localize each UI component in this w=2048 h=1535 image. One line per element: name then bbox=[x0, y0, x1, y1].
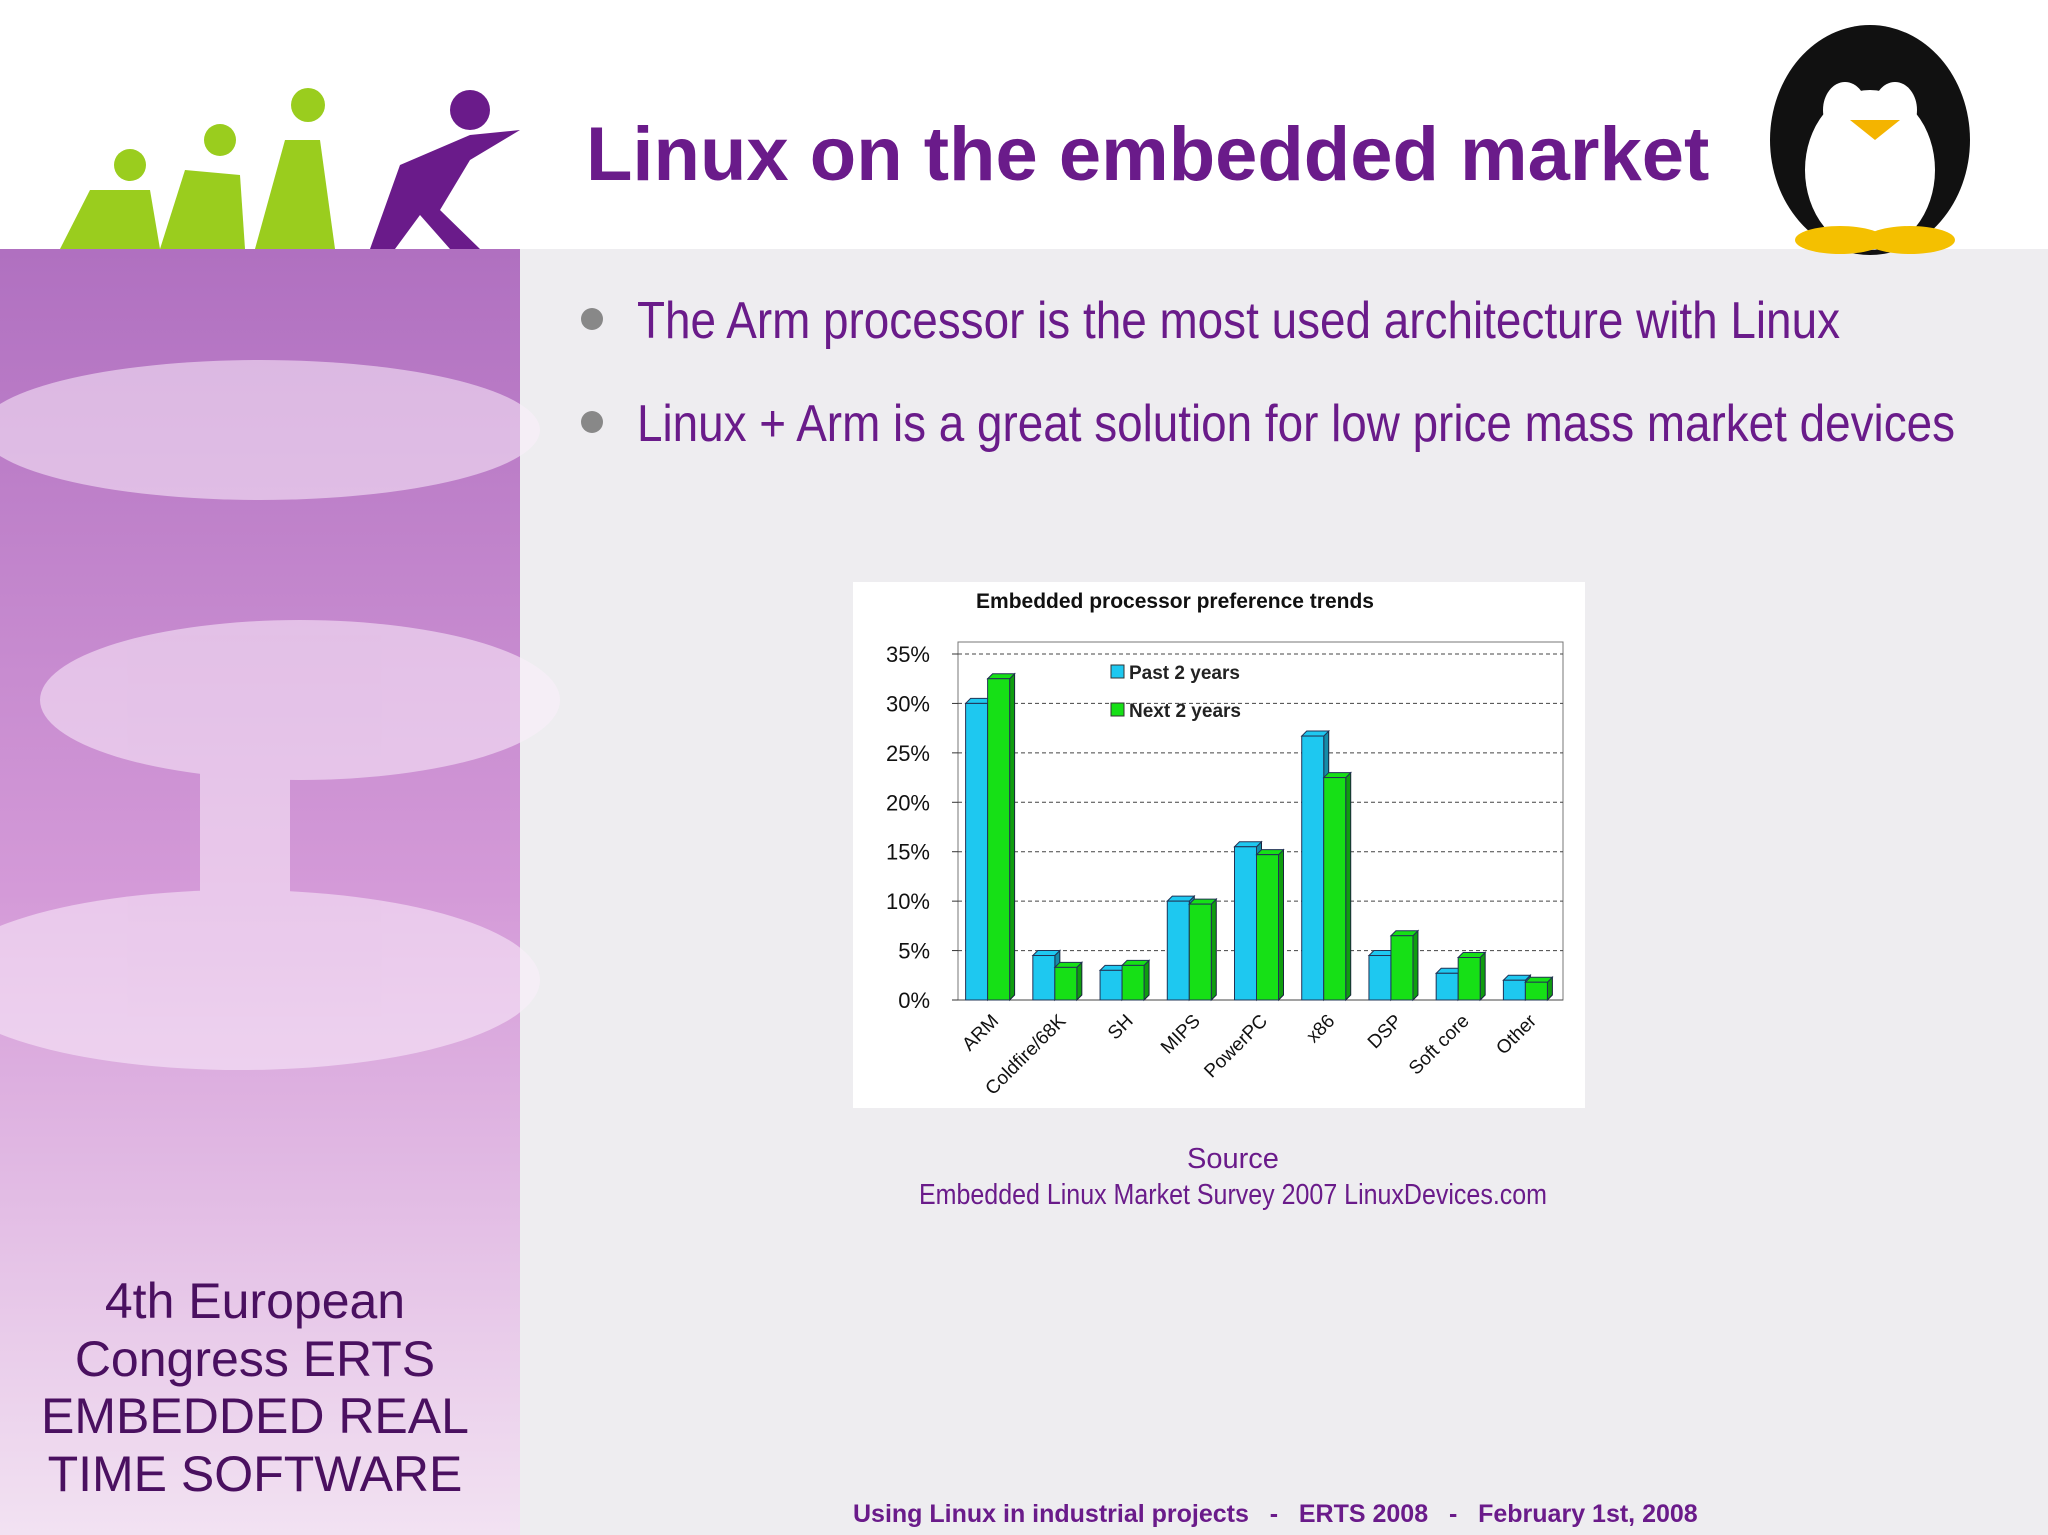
legend-label: Past 2 years bbox=[1129, 663, 1240, 684]
y-tick-label: 30% bbox=[886, 691, 930, 716]
slide-title: Linux on the embedded market bbox=[586, 112, 1709, 197]
bar-front bbox=[987, 678, 1011, 1001]
y-tick-label: 0% bbox=[898, 988, 930, 1013]
bar-top bbox=[1166, 895, 1196, 902]
bar-front bbox=[1435, 972, 1459, 1001]
source-label: Source bbox=[1187, 1143, 1279, 1175]
sidebar-pattern bbox=[0, 360, 560, 1070]
bar-side bbox=[1143, 959, 1150, 1002]
bar bbox=[986, 672, 1016, 1002]
bar-front bbox=[1234, 846, 1257, 1001]
bar bbox=[1322, 771, 1352, 1002]
y-tick-label: 20% bbox=[886, 790, 930, 815]
bar-front bbox=[1166, 900, 1190, 1001]
bullet-text: The Arm processor is the most used archi… bbox=[637, 292, 1840, 350]
bar-front bbox=[1368, 955, 1392, 1001]
legend-swatch bbox=[1110, 664, 1125, 679]
bar-top bbox=[1255, 849, 1285, 856]
y-tick-label: 10% bbox=[886, 889, 930, 914]
sidebar-text: 4th European Congress ERTS EMBEDDED REAL… bbox=[41, 1273, 469, 1502]
bar-top bbox=[986, 673, 1016, 680]
bar-front bbox=[965, 702, 989, 1001]
bar-front bbox=[1032, 955, 1056, 1001]
bar-side bbox=[1412, 929, 1419, 1002]
bar-front bbox=[1457, 956, 1481, 1001]
bar bbox=[1120, 959, 1151, 1002]
bar-front bbox=[1390, 935, 1414, 1001]
bar-side bbox=[1009, 672, 1016, 1002]
bullet-icon bbox=[581, 308, 603, 330]
bar-top bbox=[1120, 959, 1151, 966]
bar-top bbox=[1188, 898, 1218, 905]
sidebar-line: 4th European bbox=[105, 1273, 405, 1329]
bar bbox=[1188, 897, 1218, 1002]
sidebar-line: EMBEDDED REAL bbox=[41, 1388, 469, 1444]
source-text: Embedded Linux Market Survey 2007 LinuxD… bbox=[919, 1179, 1547, 1211]
runners-logo bbox=[60, 88, 520, 249]
bar-front bbox=[1502, 979, 1526, 1001]
bar bbox=[1389, 929, 1420, 1002]
chart-title: Embedded processor preference trends bbox=[976, 590, 1374, 613]
bullet-icon bbox=[581, 411, 603, 433]
bar bbox=[1255, 848, 1285, 1002]
bar-top bbox=[1524, 976, 1554, 983]
bar-front bbox=[1054, 966, 1078, 1001]
bar-front bbox=[1256, 854, 1279, 1001]
bar-front bbox=[1099, 969, 1123, 1001]
bar-top bbox=[1233, 841, 1263, 848]
bar-top bbox=[1322, 772, 1352, 779]
y-tick-label: 35% bbox=[886, 642, 930, 667]
bar-front bbox=[1121, 964, 1145, 1001]
bullets: The Arm processor is the most used archi… bbox=[581, 292, 1955, 453]
footer: Using Linux in industrial projects - ERT… bbox=[853, 1500, 1698, 1528]
bar-front bbox=[1524, 981, 1548, 1001]
penguin-logo bbox=[1770, 25, 1970, 255]
legend-swatch bbox=[1110, 702, 1125, 717]
bar-side bbox=[1345, 771, 1352, 1002]
bar bbox=[1053, 961, 1084, 1002]
bar-side bbox=[1479, 951, 1486, 1002]
legend-label: Next 2 years bbox=[1129, 701, 1241, 722]
bar-side bbox=[1210, 897, 1217, 1002]
bar-top bbox=[1389, 930, 1420, 937]
bar-top bbox=[1053, 961, 1084, 968]
y-tick-label: 15% bbox=[886, 840, 930, 865]
bar-top bbox=[1502, 974, 1532, 981]
bar-top bbox=[1300, 730, 1330, 737]
bar-side bbox=[1076, 961, 1083, 1002]
bar-top bbox=[1031, 950, 1062, 957]
bar-side bbox=[1278, 848, 1284, 1002]
bar-front bbox=[1323, 777, 1347, 1001]
bar-top bbox=[1456, 951, 1487, 958]
bar-front bbox=[1301, 735, 1325, 1001]
y-tick-label: 5% bbox=[898, 939, 930, 964]
bullet-text: Linux + Arm is a great solution for low … bbox=[637, 395, 1955, 453]
sidebar-line: Congress ERTS bbox=[75, 1331, 435, 1387]
bar-front bbox=[1188, 903, 1212, 1001]
y-tick-label: 25% bbox=[886, 741, 930, 766]
sidebar-line: TIME SOFTWARE bbox=[48, 1446, 463, 1502]
bar bbox=[1524, 975, 1554, 1002]
bar bbox=[1456, 951, 1487, 1002]
